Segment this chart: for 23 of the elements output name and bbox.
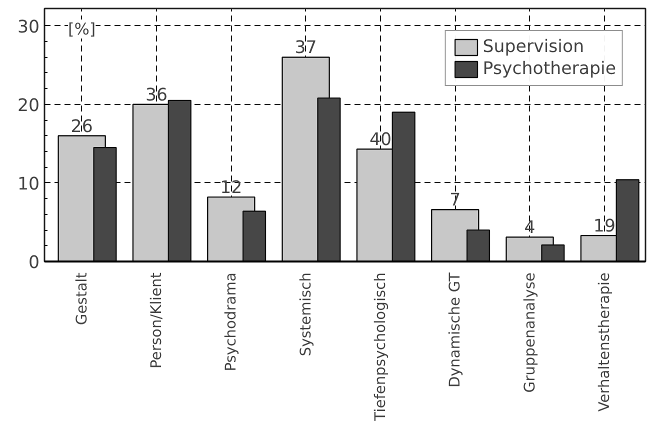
annotation: 40 (369, 130, 392, 150)
annotation: 19 (593, 216, 616, 237)
x-tick-label: Tiefenpsychologisch (372, 272, 389, 422)
x-tick-label: Dynamische GT (446, 272, 464, 388)
x-tick-label: Psychodrama (222, 272, 240, 372)
x-tick-label: Person/Klient (148, 272, 165, 368)
x-tick-label: Verhaltenstherapie (596, 272, 613, 412)
annotation: 26 (70, 116, 93, 137)
annotation: 7 (450, 190, 461, 211)
x-tick-label: Systemisch (297, 272, 314, 356)
x-tick-label: Gruppenanalyse (521, 272, 538, 393)
y-axis-title: [%] (68, 20, 96, 38)
annotation: 37 (294, 38, 317, 58)
y-tick-label: 20 (17, 96, 40, 116)
legend-label: Psychotherapie (482, 59, 616, 79)
annotation: 4 (524, 218, 536, 238)
legend-label: Supervision (482, 37, 584, 57)
y-tick-label: 0 (28, 253, 40, 273)
annotation: 36 (145, 85, 168, 106)
x-tick-label: Gestalt (73, 272, 90, 326)
annotation: 12 (220, 178, 242, 198)
y-tick-label: 10 (17, 174, 40, 194)
y-tick-label: 30 (17, 17, 40, 38)
